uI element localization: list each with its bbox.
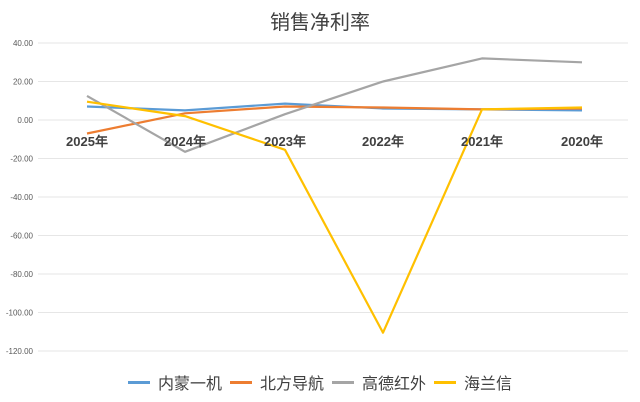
- y-tick-label: -120.00: [6, 347, 34, 356]
- y-tick-label: -100.00: [6, 309, 34, 318]
- x-tick-label: 2023年: [264, 134, 306, 149]
- y-tick-label: 20.00: [13, 78, 34, 87]
- series-line: [86, 57, 583, 153]
- legend-swatch-icon: [332, 380, 354, 384]
- legend-label: 北方导航: [259, 374, 324, 393]
- legend-item: 内蒙一机: [127, 370, 222, 394]
- y-tick-label: -40.00: [10, 193, 33, 202]
- x-tick-label: 2024年: [164, 134, 206, 149]
- legend-label: 高德红外: [362, 374, 427, 393]
- legend-item: 北方导航: [229, 370, 324, 394]
- legend-item: 高德红外: [332, 370, 426, 394]
- legend-swatch-icon: [127, 380, 150, 384]
- x-tick-label: 2021年: [461, 134, 503, 149]
- y-tick-label: 40.00: [13, 39, 34, 48]
- legend-label: 内蒙一机: [157, 374, 222, 393]
- x-tick-label: 2020年: [561, 134, 603, 149]
- y-tick-label: -80.00: [10, 270, 33, 279]
- legend-swatch-icon: [229, 380, 252, 384]
- y-tick-label: -20.00: [10, 155, 33, 164]
- x-tick-label: 2022年: [362, 134, 404, 149]
- series-line: [86, 100, 583, 334]
- legend-label: 海兰信: [464, 374, 513, 393]
- y-tick-label: 0.00: [17, 116, 33, 125]
- legend-swatch-icon: [434, 380, 457, 384]
- legend-item: 海兰信: [434, 370, 512, 394]
- y-tick-label: -60.00: [10, 232, 33, 241]
- x-tick-label: 2025年: [66, 134, 108, 149]
- chart-legend: 内蒙一机 北方导航 高德红外 海兰信: [0, 370, 640, 394]
- chart-title: 销售净利率: [270, 10, 370, 34]
